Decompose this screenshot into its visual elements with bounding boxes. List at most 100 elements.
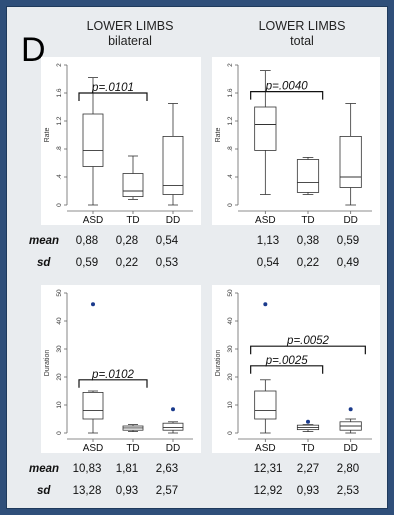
significance-bracket <box>250 345 366 355</box>
significance-bracket <box>78 92 148 101</box>
stat-cell: 0,93 <box>296 485 320 497</box>
y-tick-label: 30 <box>56 345 63 353</box>
figure-panel: D LOWER LIMBS bilateral LOWER LIMBS tota… <box>6 6 388 509</box>
stat-cell: 0,22 <box>115 257 139 269</box>
stat-label-mean: mean <box>29 463 60 475</box>
y-tick-label: 2 <box>227 63 234 67</box>
y-tick-label: 40 <box>56 317 63 325</box>
x-tick-label: ASD <box>255 443 276 453</box>
p-value-label: p=.0052 <box>286 335 329 347</box>
outlier-point <box>306 419 310 424</box>
stat-cell: 0,38 <box>296 235 320 247</box>
significance-bracket <box>78 379 148 388</box>
stat-cell: 0,54 <box>155 235 179 247</box>
stat-cell: 0,93 <box>115 485 139 497</box>
box-dd <box>339 136 362 188</box>
chart-svg: Duration 0 10 20 30 40 50 ASD TD DD p=.0052 p=.0025 <box>215 289 372 453</box>
stat-cell: 1,81 <box>115 463 139 475</box>
box-td <box>296 159 320 193</box>
stat-cell: 2,80 <box>336 463 360 475</box>
outlier-point <box>171 407 175 412</box>
outlier-point <box>263 302 268 307</box>
y-tick-label: 0 <box>56 203 63 207</box>
stat-cell: 2,63 <box>155 463 179 475</box>
x-tick-label: TD <box>301 215 314 225</box>
chart-total-rate: Rate 0 .4 .8 1.2 1.6 2 ASD TD DD p=.0040 <box>212 57 380 225</box>
x-tick-label: TD <box>126 443 139 453</box>
chart-svg: Rate 0 .4 .8 1.2 1.6 2 ASD TD DD p=.0101 <box>44 63 193 225</box>
outlier-point <box>348 407 353 412</box>
p-value-label: p=.0101 <box>91 82 134 94</box>
box-td <box>122 173 144 198</box>
box-asd <box>82 392 104 420</box>
y-axis-label: Duration <box>215 350 222 377</box>
stat-cell: 0,54 <box>256 257 280 269</box>
y-tick-label: 50 <box>56 289 63 297</box>
y-tick-label: 20 <box>227 373 234 381</box>
stat-cell: 0,22 <box>296 257 320 269</box>
box-dd <box>162 136 184 195</box>
x-tick-label: TD <box>126 215 139 225</box>
y-tick-label: .4 <box>56 174 63 180</box>
outlier-point <box>91 302 95 307</box>
stat-cell: 2,27 <box>296 463 320 475</box>
chart-total-duration: Duration 0 10 20 30 40 50 ASD TD DD p=.0052 p=.0025 <box>212 285 380 453</box>
stat-cell: 12,31 <box>253 463 283 475</box>
y-tick-label: 0 <box>227 203 234 207</box>
box-asd <box>254 106 277 151</box>
y-axis-label: Rate <box>215 128 222 143</box>
p-value-label: p=.0025 <box>265 355 308 367</box>
column-title-line1: LOWER LIMBS <box>86 19 174 33</box>
column-title-line2: bilateral <box>108 34 152 48</box>
stat-cell: 0,28 <box>115 235 139 247</box>
column-title-line1: LOWER LIMBS <box>258 19 346 33</box>
y-tick-label: .4 <box>227 174 234 180</box>
y-axis-label: Rate <box>44 128 51 143</box>
stat-cell: 12,92 <box>253 485 283 497</box>
chart-svg: Duration 0 10 20 30 40 50 ASD TD DD p=.0102 <box>44 289 193 453</box>
y-tick-label: 1.6 <box>56 88 63 97</box>
significance-bracket <box>250 91 324 100</box>
y-tick-label: 0 <box>227 431 234 435</box>
stat-cell: 13,28 <box>72 485 102 497</box>
x-tick-label: ASD <box>255 215 276 225</box>
y-tick-label: 1.2 <box>56 116 63 125</box>
p-value-label: p=.0040 <box>265 81 308 93</box>
stat-cell: 0,49 <box>336 257 360 269</box>
y-tick-label: 1.2 <box>227 116 234 125</box>
chart-bilateral-duration: Duration 0 10 20 30 40 50 ASD TD DD p=.0102 <box>41 285 201 453</box>
significance-bracket <box>250 365 324 374</box>
x-tick-label: ASD <box>83 443 104 453</box>
y-axis-label: Duration <box>44 350 51 377</box>
y-tick-label: 0 <box>56 431 63 435</box>
chart-bilateral-rate: Rate 0 .4 .8 1.2 1.6 2 ASD TD DD p=.0101 <box>41 57 201 225</box>
stat-cell: 0,59 <box>75 257 99 269</box>
y-tick-label: .8 <box>56 146 63 152</box>
x-tick-label: DD <box>166 215 180 225</box>
box-asd <box>254 390 277 420</box>
stat-label-sd: sd <box>37 485 51 497</box>
column-title-total: LOWER LIMBS total <box>237 19 367 49</box>
y-tick-label: 30 <box>227 345 234 353</box>
stat-cell: 10,83 <box>72 463 102 475</box>
stat-cell: 1,13 <box>256 235 280 247</box>
y-tick-label: .8 <box>227 146 234 152</box>
y-tick-label: 50 <box>227 289 234 297</box>
stat-label-sd: sd <box>37 257 51 269</box>
y-tick-label: 1.6 <box>227 88 234 97</box>
y-tick-label: 40 <box>227 317 234 325</box>
x-tick-label: DD <box>166 443 180 453</box>
x-tick-label: ASD <box>83 215 104 225</box>
y-tick-label: 20 <box>56 373 63 381</box>
stat-cell: 0,53 <box>155 257 179 269</box>
chart-svg: Rate 0 .4 .8 1.2 1.6 2 ASD TD DD p=.0040 <box>215 63 372 225</box>
box-dd <box>162 422 184 431</box>
stat-cell: 2,57 <box>155 485 179 497</box>
stat-cell: 0,88 <box>75 235 99 247</box>
y-tick-label: 10 <box>227 401 234 409</box>
column-title-bilateral: LOWER LIMBS bilateral <box>65 19 195 49</box>
stat-label-mean: mean <box>29 235 60 247</box>
x-tick-label: DD <box>343 215 357 225</box>
column-title-line2: total <box>290 34 314 48</box>
box-asd <box>82 113 104 167</box>
